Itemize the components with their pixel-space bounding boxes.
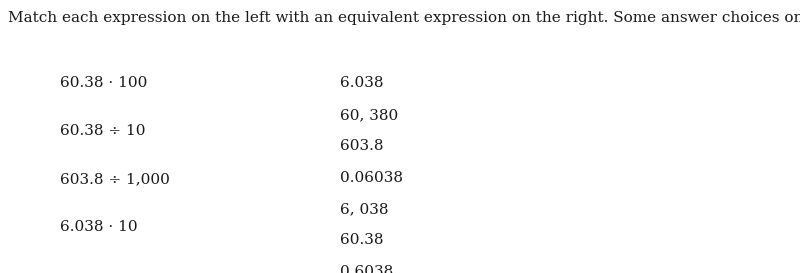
Text: 603.8 ÷ 1,000: 603.8 ÷ 1,000 xyxy=(60,172,170,186)
Text: 60.38: 60.38 xyxy=(340,233,383,247)
Text: 60, 380: 60, 380 xyxy=(340,108,398,122)
Text: 60.38 ÷ 10: 60.38 ÷ 10 xyxy=(60,124,146,138)
Text: 60.38 · 100: 60.38 · 100 xyxy=(60,76,147,90)
Text: 0.06038: 0.06038 xyxy=(340,171,403,185)
Text: 6, 038: 6, 038 xyxy=(340,202,389,216)
Text: 6.038: 6.038 xyxy=(340,76,383,90)
Text: Match each expression on the left with an equivalent expression on the right. So: Match each expression on the left with a… xyxy=(8,11,800,25)
Text: 6.038 · 10: 6.038 · 10 xyxy=(60,220,138,234)
Text: 603.8: 603.8 xyxy=(340,139,383,153)
Text: 0.6038: 0.6038 xyxy=(340,265,394,273)
